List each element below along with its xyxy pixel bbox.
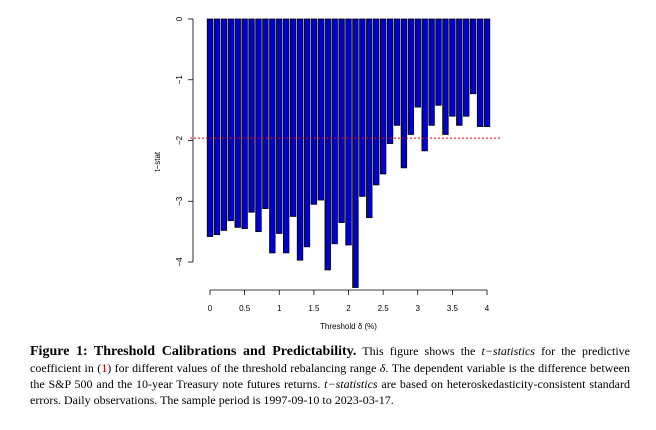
figure-label: Figure 1: <box>30 344 88 359</box>
caption-tstat-2: t−statistics <box>324 377 378 391</box>
bar-38 <box>469 18 477 95</box>
bar-9 <box>269 18 276 254</box>
bar-15 <box>310 18 318 205</box>
bar-16 <box>317 18 324 201</box>
bar-20 <box>345 18 352 246</box>
bar-0 <box>206 18 214 237</box>
x-tick-label-8: 4 <box>485 304 490 313</box>
caption-text-5: are based on heteroskedasticity-consiste… <box>30 377 631 407</box>
bar-12 <box>289 18 297 217</box>
bar-26 <box>386 18 394 144</box>
y-axis: 0 −1 −2 −3 −4 <box>175 16 194 267</box>
y-tick-label-4: −4 <box>175 257 184 267</box>
equation-reference-link[interactable]: 1 <box>101 361 108 375</box>
bar-30 <box>414 18 421 108</box>
x-tick-label-3: 1.5 <box>308 304 320 313</box>
bar-27 <box>393 18 401 126</box>
y-tick-label-2: −2 <box>175 135 184 145</box>
x-tick-label-7: 3.5 <box>447 304 459 313</box>
x-tick-label-4: 2 <box>346 304 351 313</box>
figure-caption: Figure 1: Threshold Calibrations and Pre… <box>30 343 630 408</box>
caption-text-4: . The dependent variable is the differen… <box>30 361 630 391</box>
bar-23 <box>366 18 373 219</box>
x-tick-label-0: 0 <box>208 304 213 313</box>
x-tick-label-5: 2.5 <box>378 304 390 313</box>
bar-29 <box>407 18 414 135</box>
bar-37 <box>463 18 470 117</box>
bar-3 <box>227 18 234 222</box>
caption-text-2: for the predictive coefficient in ( <box>30 344 630 375</box>
caption-text-1: This figure shows the <box>356 344 482 358</box>
bar-5 <box>241 18 248 229</box>
bar-10 <box>276 18 283 234</box>
x-tick-label-2: 1 <box>277 304 282 313</box>
bar-11 <box>283 18 290 254</box>
y-axis-title: t−stat <box>153 151 162 172</box>
bar-32 <box>428 18 435 126</box>
caption-delta: δ <box>379 361 386 375</box>
bar-8 <box>262 18 269 209</box>
bar-2 <box>220 18 228 231</box>
x-axis-title: Threshold δ (%) <box>320 322 377 331</box>
bar-36 <box>456 18 463 126</box>
bar-1 <box>213 18 221 236</box>
bar-13 <box>296 18 304 261</box>
figure-title: Threshold Calibrations and Predictabilit… <box>93 344 357 359</box>
y-tick-label-3: −3 <box>175 196 184 206</box>
bar-31 <box>421 18 428 152</box>
bar-21 <box>352 18 359 288</box>
x-tick-label-1: 0.5 <box>239 304 251 313</box>
bar-7 <box>255 18 262 233</box>
bar-6 <box>248 18 255 213</box>
bar-4 <box>234 18 241 228</box>
bar-18 <box>331 18 338 245</box>
bar-14 <box>303 18 311 248</box>
caption-text-3: ) for different values of the threshold … <box>107 361 380 375</box>
bar-19 <box>338 18 345 223</box>
bar-39 <box>476 18 484 127</box>
bars-layer <box>206 18 491 288</box>
threshold-tstat-bar-chart: 0 0.5 1 1.5 2 2.5 3 3.5 4 0 −1 −2 −3 −4 Threshold δ … <box>153 16 500 331</box>
bar-25 <box>379 18 387 175</box>
y-tick-label-0: 0 <box>175 16 184 21</box>
bar-28 <box>400 18 408 169</box>
bar-40 <box>483 18 491 127</box>
caption-tstat-1: t−statistics <box>481 344 535 358</box>
bar-24 <box>373 18 380 186</box>
x-axis: 0 0.5 1 1.5 2 2.5 3 3.5 4 <box>208 289 490 313</box>
x-tick-label-6: 3 <box>416 304 421 313</box>
y-tick-label-1: −1 <box>175 75 184 85</box>
bar-35 <box>449 18 456 117</box>
bar-22 <box>359 18 366 197</box>
bar-33 <box>435 18 442 106</box>
bar-17 <box>324 18 331 271</box>
bar-34 <box>442 18 449 135</box>
